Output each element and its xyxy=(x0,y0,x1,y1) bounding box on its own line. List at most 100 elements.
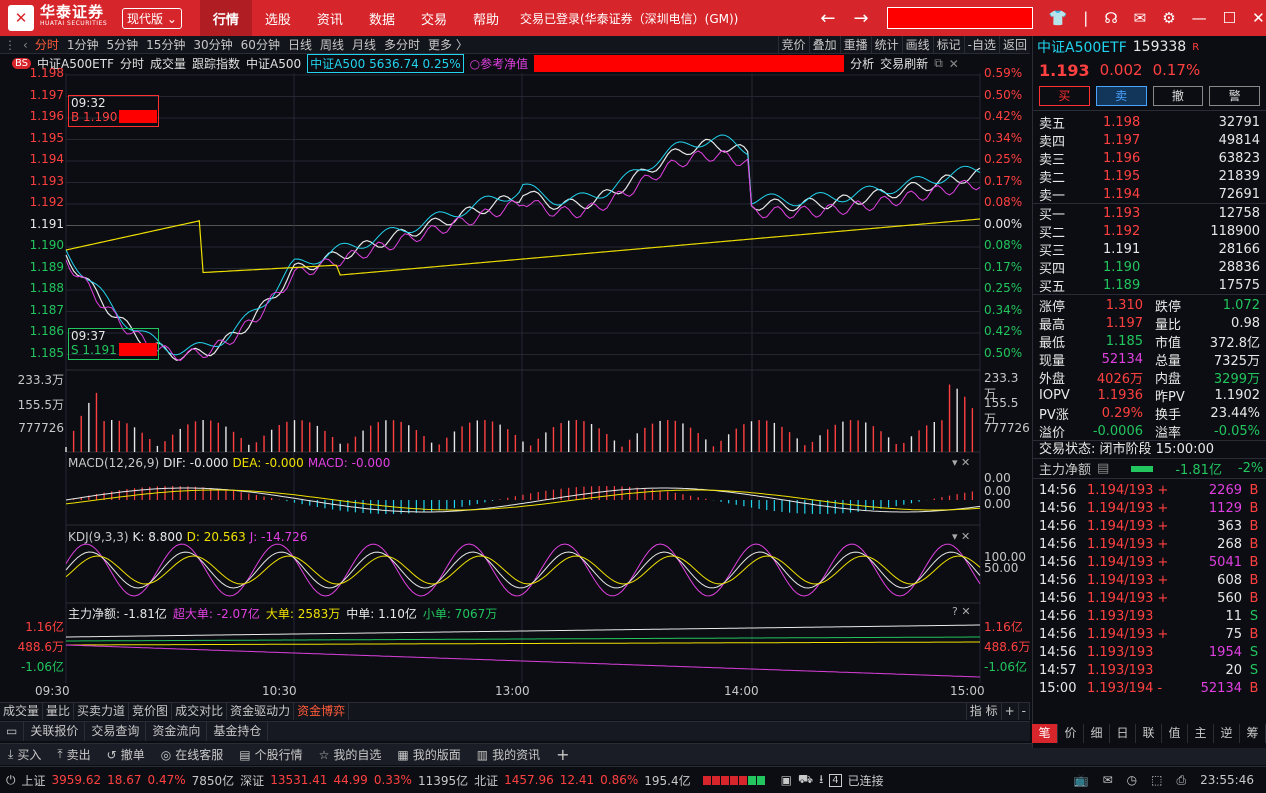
maximize-icon[interactable]: ☐ xyxy=(1222,9,1237,27)
watchlist-action[interactable]: ☆ 我的自选 xyxy=(318,747,382,763)
window-icon[interactable]: ⬚ xyxy=(1151,773,1163,787)
mail-icon[interactable]: ✉ xyxy=(1133,9,1147,27)
close-icon[interactable]: ✕ xyxy=(1252,9,1265,27)
intraday-chart[interactable] xyxy=(0,55,1030,702)
tab-fund-drive[interactable]: 资金驱动力 xyxy=(227,703,295,720)
chevron-left-icon[interactable]: ‹ xyxy=(23,37,28,52)
ask-row[interactable]: 卖二 1.195 21839 xyxy=(1039,168,1260,186)
cart-icon[interactable]: ⛟ xyxy=(797,772,814,786)
shirt-icon[interactable]: 👕 xyxy=(1048,9,1068,27)
menu-quotes[interactable]: 行情 xyxy=(199,0,252,36)
menu-data[interactable]: 数据 xyxy=(368,12,395,28)
menu-help[interactable]: 帮助 xyxy=(472,12,499,28)
tab-trade-query[interactable]: 交易查询 xyxy=(85,722,147,741)
period-more[interactable]: 更多 〉 xyxy=(428,38,468,52)
ask-row[interactable]: 卖四 1.197 49814 xyxy=(1039,132,1260,150)
info-index[interactable]: 中证A500 xyxy=(246,57,302,71)
close-icon[interactable]: ✕ xyxy=(948,56,959,71)
alert-button[interactable]: 警 xyxy=(1209,86,1260,106)
tab-fund-flow[interactable]: 资金流向 xyxy=(146,722,208,741)
buy-action[interactable]: ⤓ 买入 xyxy=(8,747,42,762)
stock-quote-action[interactable]: ▤ 个股行情 xyxy=(239,747,303,763)
panel-toggle-icon[interactable]: ▭ xyxy=(0,722,25,741)
remove-indicator-button[interactable]: - xyxy=(1019,703,1030,720)
tool-draw[interactable]: 画线 xyxy=(901,36,933,54)
headset-icon[interactable]: ☊ xyxy=(1104,9,1118,27)
cancel-action[interactable]: ↺ 撤单 xyxy=(106,747,145,763)
bs-badge[interactable]: BS xyxy=(12,58,32,69)
tool-auction[interactable]: 竞价 xyxy=(777,36,809,54)
add-indicator-button[interactable]: + xyxy=(1002,703,1019,720)
quote-tab[interactable]: 主 xyxy=(1188,724,1214,743)
sell-button[interactable]: 卖 xyxy=(1095,86,1147,106)
period-multi[interactable]: 多分时 xyxy=(384,38,421,52)
period-month[interactable]: 月线 xyxy=(351,38,376,52)
search-input[interactable] xyxy=(886,7,1033,29)
menu-news[interactable]: 资讯 xyxy=(316,12,343,28)
news-action[interactable]: ▥ 我的资讯 xyxy=(476,747,541,763)
quote-tab[interactable]: 日 xyxy=(1110,724,1136,743)
period-week[interactable]: 周线 xyxy=(319,38,344,52)
tool-replay[interactable]: 重播 xyxy=(839,36,871,54)
kdj-label[interactable]: KDJ(9,3,3) xyxy=(68,530,129,544)
quote-tab[interactable]: 联 xyxy=(1136,724,1162,743)
copy-icon[interactable]: ⧉ xyxy=(934,56,943,70)
kdj-controls[interactable]: ▾ ✕ xyxy=(952,530,971,543)
bid-row[interactable]: 买四 1.190 28836 xyxy=(1039,259,1260,277)
info-timeshare[interactable]: 分时 xyxy=(119,57,144,71)
period-1min[interactable]: 1分钟 xyxy=(66,38,99,52)
tab-fund-game[interactable]: 资金博弈 xyxy=(294,703,350,720)
version-select[interactable]: 现代版 ⌄ xyxy=(122,7,182,29)
support-action[interactable]: ◎ 在线客服 xyxy=(160,747,224,763)
print-icon[interactable]: ⎙ xyxy=(1176,772,1187,787)
flow-controls[interactable]: ? ✕ xyxy=(952,605,971,618)
quote-tab[interactable]: 笔 xyxy=(1032,724,1058,743)
layout-action[interactable]: ▦ 我的版面 xyxy=(397,747,461,763)
tab-trade-compare[interactable]: 成交对比 xyxy=(172,703,228,720)
period-day[interactable]: 日线 xyxy=(287,38,312,52)
ask-row[interactable]: 卖三 1.196 63823 xyxy=(1039,150,1260,168)
menu-trade[interactable]: 交易 xyxy=(420,12,447,28)
period-30min[interactable]: 30分钟 xyxy=(193,38,233,52)
info-analysis[interactable]: 分析 xyxy=(850,57,875,71)
table-icon[interactable]: ▤ xyxy=(1097,461,1110,476)
tool-mark[interactable]: 标记 xyxy=(932,36,964,54)
forward-arrow-icon[interactable]: → xyxy=(853,7,869,29)
bz-label[interactable]: 北证 xyxy=(474,773,499,788)
download-icon[interactable]: ⭳ xyxy=(819,771,824,786)
tab-buy-sell-force[interactable]: 买卖力道 xyxy=(74,703,130,720)
bid-row[interactable]: 买三 1.191 28166 xyxy=(1039,241,1260,259)
message-icon[interactable]: ✉ xyxy=(1102,773,1113,787)
cancel-order-button[interactable]: 撤 xyxy=(1152,86,1204,106)
bid-row[interactable]: 买一 1.193 12758 xyxy=(1039,205,1260,223)
tv-icon[interactable]: 📺 xyxy=(1073,773,1089,787)
period-5min[interactable]: 5分钟 xyxy=(106,38,139,52)
quote-tab[interactable]: 值 xyxy=(1162,724,1188,743)
tool-stats[interactable]: 统计 xyxy=(870,36,902,54)
period-60min[interactable]: 60分钟 xyxy=(240,38,280,52)
buy-button[interactable]: 买 xyxy=(1039,86,1090,106)
menu-stock-picker[interactable]: 选股 xyxy=(264,12,291,28)
macd-controls[interactable]: ▾ ✕ xyxy=(952,456,971,469)
settings-icon[interactable]: ⚙ xyxy=(1162,9,1176,27)
tool-back[interactable]: 返回 xyxy=(998,36,1030,54)
tab-volume[interactable]: 成交量 xyxy=(0,703,44,720)
period-timeshare[interactable]: 分时 xyxy=(34,38,59,52)
info-track[interactable]: 跟踪指数 xyxy=(192,57,241,71)
period-15min[interactable]: 15分钟 xyxy=(146,38,186,52)
indicator-button[interactable]: 指 标 xyxy=(965,703,1002,720)
tab-fund-holdings[interactable]: 基金持仓 xyxy=(207,722,269,741)
tab-volume-ratio[interactable]: 量比 xyxy=(43,703,75,720)
tab-auction[interactable]: 竞价图 xyxy=(129,703,173,720)
tool-overlay[interactable]: 叠加 xyxy=(808,36,840,54)
back-arrow-icon[interactable]: ← xyxy=(820,7,836,29)
add-action-icon[interactable]: + xyxy=(556,745,570,764)
sell-action[interactable]: ⤒ 卖出 xyxy=(57,747,91,762)
macd-label[interactable]: MACD(12,26,9) xyxy=(68,456,160,470)
bid-row[interactable]: 买五 1.189 17575 xyxy=(1039,277,1260,295)
quote-tab[interactable]: 筹 xyxy=(1240,724,1266,743)
minimize-icon[interactable]: — xyxy=(1191,9,1207,27)
quote-tab[interactable]: 细 xyxy=(1084,724,1110,743)
clock-icon[interactable]: ◷ xyxy=(1126,773,1138,787)
ask-row[interactable]: 卖一 1.194 72691 xyxy=(1039,186,1260,204)
